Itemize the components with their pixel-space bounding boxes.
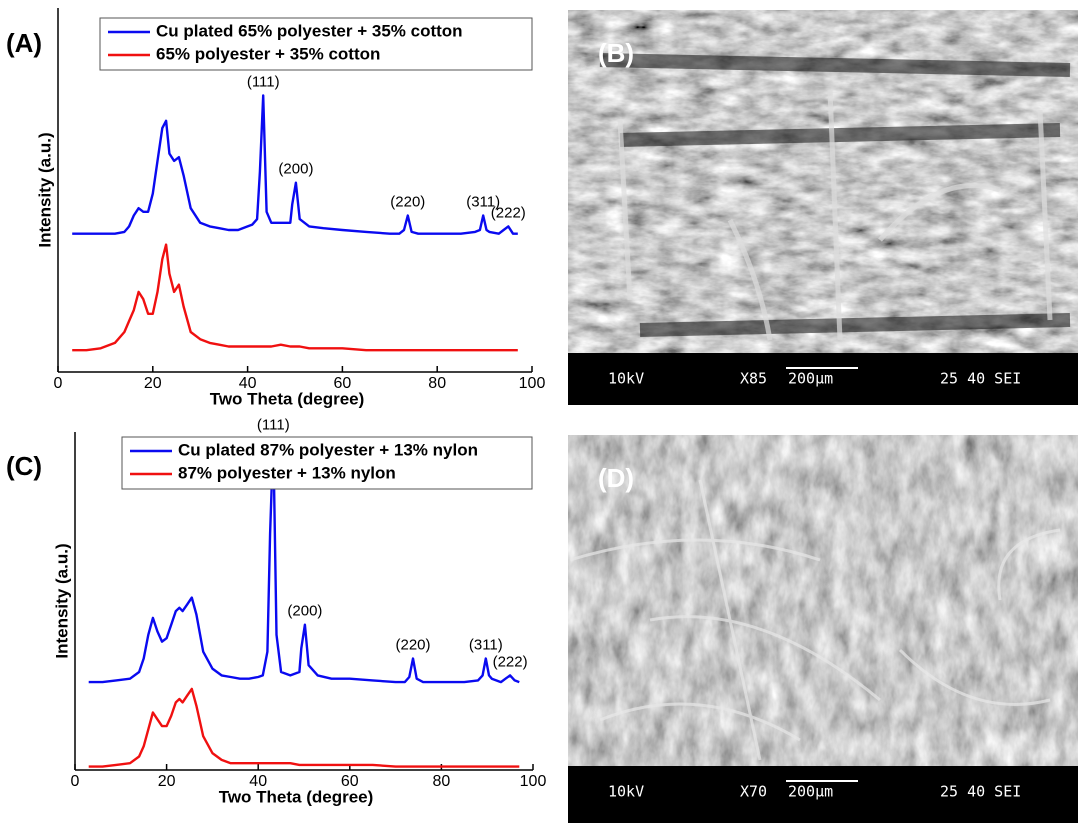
legend-label: Cu plated 65% polyester + 35% cotton <box>156 21 463 40</box>
info: 25 40 SEI <box>940 783 1021 801</box>
image-label: (B) <box>598 38 634 68</box>
xrd-line <box>89 689 520 767</box>
peak-label: (311) <box>469 636 503 653</box>
voltage: 10kV <box>608 370 644 388</box>
image-label: (D) <box>598 463 634 493</box>
panel-label: (C) <box>6 451 42 481</box>
x-tick-label: 100 <box>520 773 547 790</box>
magnification: X70 <box>740 783 767 801</box>
xrd-line <box>72 245 518 351</box>
sem-image <box>568 10 1078 405</box>
x-tick-label: 0 <box>71 773 80 790</box>
x-tick-label: 20 <box>158 773 176 790</box>
scale-label: 200μm <box>788 783 833 801</box>
x-tick-label: 20 <box>144 375 162 392</box>
x-axis-title: Two Theta (degree) <box>219 787 374 806</box>
legend-label: 87% polyester + 13% nylon <box>178 463 396 482</box>
sem-image <box>568 435 1078 823</box>
x-tick-label: 80 <box>428 375 446 392</box>
x-tick-label: 80 <box>433 773 451 790</box>
peak-label: (220) <box>390 193 425 210</box>
peak-label: (220) <box>395 636 430 653</box>
peak-label: (111) <box>247 73 280 90</box>
x-axis-title: Two Theta (degree) <box>210 389 365 408</box>
legend-label: 65% polyester + 35% cotton <box>156 44 380 63</box>
x-tick-label: 100 <box>519 375 546 392</box>
peak-label: (222) <box>493 653 528 670</box>
micrograph <box>568 435 1078 766</box>
peak-label: (200) <box>287 603 322 620</box>
peak-label: (111) <box>257 417 290 434</box>
voltage: 10kV <box>608 783 644 801</box>
x-tick-label: 0 <box>54 375 63 392</box>
panel-label: (A) <box>6 28 42 58</box>
magnification: X85 <box>740 370 767 388</box>
y-axis-title: Intensity (a.u.) <box>52 543 71 658</box>
peak-label: (200) <box>278 161 313 178</box>
scale-label: 200μm <box>788 370 833 388</box>
info: 25 40 SEI <box>940 370 1021 388</box>
figure: 020406080100Two Theta (degree)Intensity … <box>0 0 1081 825</box>
peak-label: (222) <box>491 204 526 221</box>
y-axis-title: Intensity (a.u.) <box>35 132 54 247</box>
legend-label: Cu plated 87% polyester + 13% nylon <box>178 440 478 459</box>
